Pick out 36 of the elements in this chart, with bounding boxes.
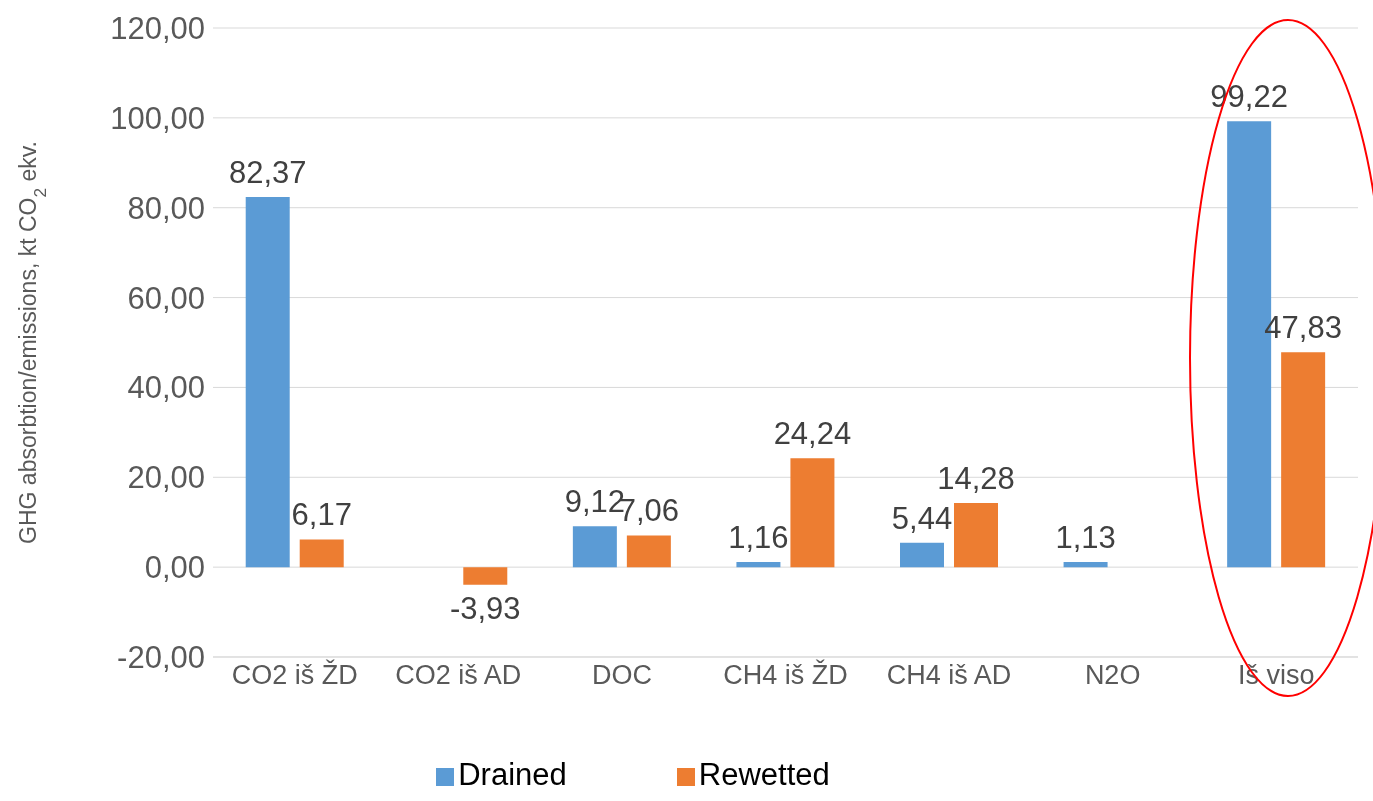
data-label: 1,16 (728, 519, 789, 555)
data-label: 14,28 (937, 460, 1015, 496)
y-tick-label: 20,00 (127, 460, 205, 496)
y-tick-label: 60,00 (127, 280, 205, 316)
bar (1063, 562, 1108, 568)
bar (1281, 352, 1326, 568)
x-tick-label: CO2 iš ŽD (231, 659, 358, 691)
data-label: -3,93 (449, 590, 521, 626)
bar (626, 535, 671, 568)
legend-label: Drained (458, 757, 567, 792)
y-tick-label: 80,00 (127, 190, 205, 226)
y-tick-label: -20,00 (117, 640, 205, 676)
data-label: 1,13 (1055, 520, 1116, 556)
bar (790, 458, 835, 568)
y-tick-label: 40,00 (127, 370, 205, 406)
x-tick-label: CO2 iš AD (395, 660, 522, 691)
bar (900, 542, 944, 568)
bar (954, 502, 998, 568)
legend-label: Rewetted (698, 757, 830, 792)
bar (463, 567, 508, 585)
data-label: 6,17 (291, 497, 352, 533)
y-tick-label: 120,00 (110, 11, 205, 47)
data-label: 5,44 (891, 500, 953, 536)
x-tick-label: DOC (591, 660, 652, 691)
bar (299, 539, 344, 568)
y-tick-label: 0,00 (144, 550, 205, 586)
data-label: 24,24 (773, 416, 852, 452)
y-tick-label: 100,00 (110, 100, 205, 136)
bar (245, 197, 290, 568)
bar (572, 526, 617, 568)
data-label: 82,37 (228, 155, 307, 191)
x-tick-label: Iš viso (1237, 660, 1315, 691)
x-tick-label: N2O (1084, 660, 1141, 691)
bar (736, 561, 781, 568)
x-tick-label: CH4 iš ŽD (723, 659, 848, 691)
x-tick-label: CH4 iš AD (886, 660, 1012, 691)
